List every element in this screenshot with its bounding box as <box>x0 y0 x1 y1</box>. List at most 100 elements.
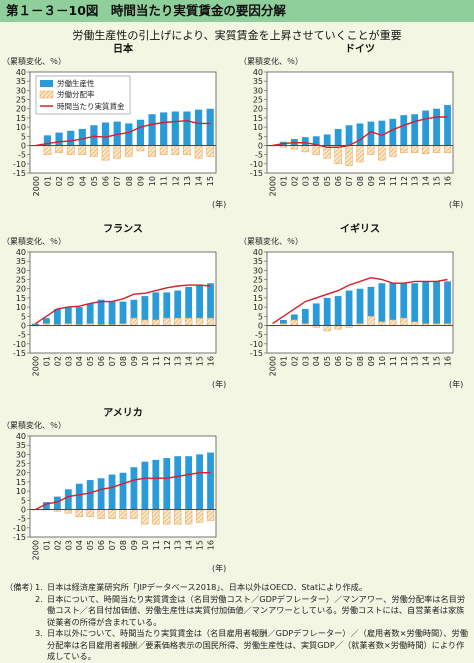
x-tick-label: 12 <box>163 356 172 366</box>
productivity-bar <box>32 323 39 326</box>
y-tick-label: -5 <box>18 515 26 524</box>
productivity-bar <box>113 121 121 146</box>
labor-share-bar <box>389 319 397 326</box>
x-tick-label: 16 <box>207 356 216 366</box>
y-tick-label: 30 <box>16 86 26 95</box>
x-tick-label: 06 <box>334 356 343 366</box>
labor-share-bar <box>66 145 75 155</box>
y-tick-label: 10 <box>253 123 263 132</box>
x-tick-label: 05 <box>86 540 95 550</box>
y-tick-label: 25 <box>253 276 263 285</box>
productivity-bar <box>206 108 214 146</box>
unit-label: （累積変化、％） <box>239 56 303 66</box>
labor-share-bar <box>136 145 145 152</box>
x-tick-label: 16 <box>207 540 216 550</box>
y-tick-label: 0 <box>258 321 263 330</box>
x-tick-label: 14 <box>422 356 431 366</box>
y-tick-label: -10 <box>250 160 263 169</box>
x-tick-label: 05 <box>323 176 332 186</box>
x-tick-label: 09 <box>130 540 139 550</box>
x-tick-label: 01 <box>279 356 288 366</box>
productivity-bar <box>378 283 386 326</box>
labor-share-bar <box>422 145 430 154</box>
x-tick-label: 14 <box>185 540 194 550</box>
y-tick-label: 15 <box>16 114 26 123</box>
productivity-bar <box>108 474 116 510</box>
labor-share-bar <box>400 145 408 154</box>
productivity-bar <box>174 290 182 326</box>
productivity-bar <box>141 461 149 510</box>
productivity-bar <box>334 128 342 146</box>
x-tick-label: 08 <box>125 176 134 186</box>
x-tick-label: 03 <box>67 176 76 186</box>
x-tick-label: 13 <box>174 540 183 550</box>
x-tick-label: 10 <box>378 356 387 366</box>
year-unit-label: (年) <box>449 199 463 209</box>
wage-line <box>272 276 448 325</box>
productivity-bar <box>356 288 364 326</box>
productivity-bar <box>53 496 61 510</box>
productivity-bar <box>389 283 397 326</box>
productivity-bar <box>125 123 133 146</box>
chart-svg: イギリス（累積変化、％）4035302520151050-5-10-152000… <box>239 222 463 389</box>
wage-line <box>35 471 211 511</box>
labor-share-bar <box>301 145 309 153</box>
productivity-bar <box>75 307 83 326</box>
productivity-bar <box>141 296 149 326</box>
labor-share-bar <box>185 509 193 525</box>
labor-share-bar <box>108 509 116 519</box>
x-tick-label: 11 <box>152 540 161 550</box>
labor-share-bar <box>55 145 63 154</box>
productivity-bar <box>90 125 98 146</box>
x-tick-label: 15 <box>196 356 205 366</box>
productivity-bar <box>53 308 61 326</box>
productivity-bar <box>97 478 105 510</box>
legend-label: 労働分配率 <box>57 89 95 99</box>
y-tick-label: -10 <box>13 160 26 169</box>
year-unit-label: (年) <box>449 379 463 389</box>
y-tick-label: 5 <box>21 132 26 141</box>
x-tick-label: 13 <box>174 356 183 366</box>
y-tick-label: 0 <box>21 505 26 514</box>
productivity-bar <box>444 105 451 146</box>
x-tick-label: 2000 <box>32 176 41 196</box>
y-tick-label: 0 <box>258 141 263 150</box>
x-tick-label: 02 <box>53 540 62 550</box>
chart-title: アメリカ <box>103 407 143 419</box>
x-tick-label: 15 <box>433 356 442 366</box>
labor-share-bar <box>171 145 180 155</box>
labor-share-bar <box>400 317 408 326</box>
y-tick-label: 35 <box>16 77 26 86</box>
productivity-bar <box>400 115 408 146</box>
legend-label: 労働生産性 <box>57 78 95 88</box>
productivity-bar <box>312 136 320 146</box>
y-tick-label: 10 <box>16 303 26 312</box>
labor-share-bar <box>411 321 419 326</box>
y-tick-label: -15 <box>13 533 26 542</box>
y-tick-label: -15 <box>13 169 26 178</box>
productivity-bar <box>55 132 63 146</box>
labor-share-bar <box>141 319 149 326</box>
x-tick-label: 05 <box>86 356 95 366</box>
labor-share-bar <box>163 509 171 525</box>
x-tick-label: 05 <box>323 356 332 366</box>
x-tick-label: 14 <box>185 356 194 366</box>
productivity-bar <box>43 135 52 146</box>
productivity-bar <box>78 128 86 146</box>
x-tick-label: 06 <box>97 356 106 366</box>
x-tick-label: 07 <box>113 176 122 186</box>
productivity-bar <box>433 281 440 326</box>
y-tick-label: 40 <box>16 68 26 77</box>
labor-share-bar <box>206 317 215 326</box>
productivity-bar <box>185 456 193 510</box>
productivity-bar <box>301 137 309 146</box>
labor-share-bar <box>195 509 204 523</box>
productivity-bar <box>411 114 419 146</box>
labor-share-bar <box>141 509 149 525</box>
y-tick-label: 35 <box>16 441 26 450</box>
chart-title: イギリス <box>340 222 380 235</box>
note-number: 2. <box>35 593 43 604</box>
